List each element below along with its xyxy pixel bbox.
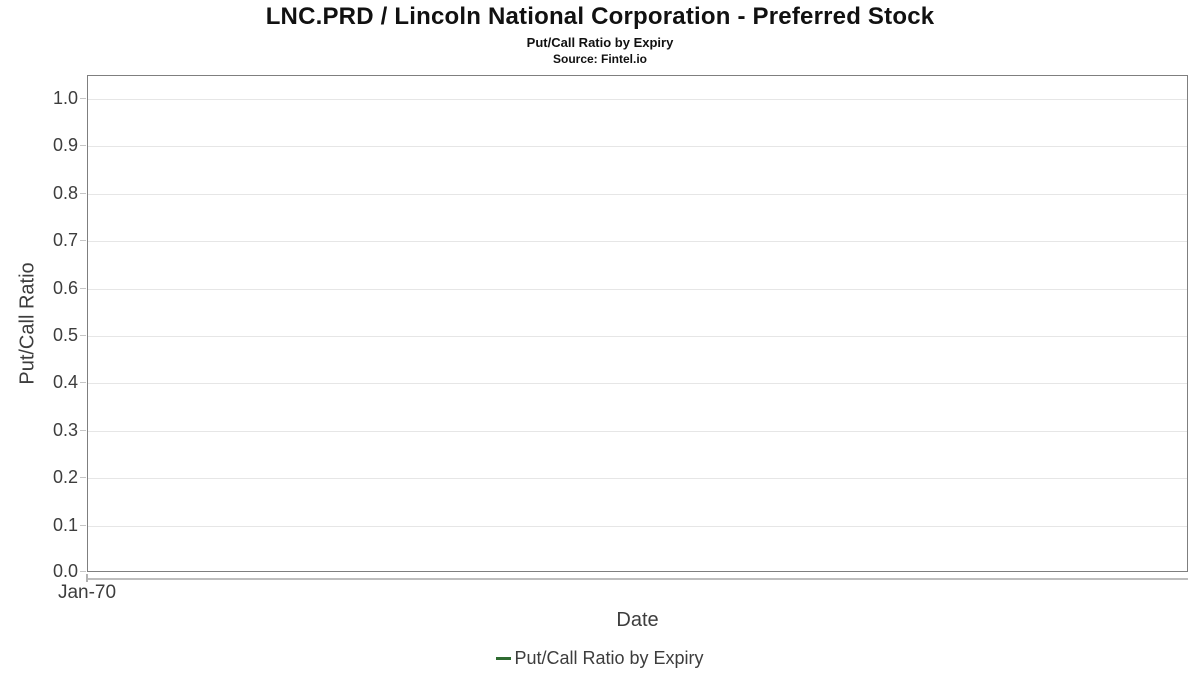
chart-source-label: Source: Fintel.io bbox=[552, 52, 647, 66]
gridline-y-0.1 bbox=[88, 525, 1187, 527]
y-tick-mark-0.1 bbox=[80, 524, 86, 526]
y-tick-mark-0.0 bbox=[80, 571, 86, 572]
y-tick-mark-0.2 bbox=[80, 477, 86, 479]
y-tick-label-0.9: 0.9 bbox=[52, 135, 78, 156]
y-tick-label-0.1: 0.1 bbox=[52, 514, 78, 535]
gridline-y-0.7 bbox=[88, 241, 1187, 243]
legend-item-label: Put/Call Ratio by Expiry bbox=[514, 648, 704, 668]
y-tick-label-0.5: 0.5 bbox=[52, 325, 78, 345]
y-tick-label-0.8: 0.8 bbox=[52, 182, 78, 203]
gridline-y-1.0 bbox=[88, 99, 1187, 100]
y-axis-title: Put/Call Ratio bbox=[16, 262, 39, 385]
y-tick-label-0.3: 0.3 bbox=[52, 419, 78, 440]
chart-title: LNC.PRD / Lincoln National Corporation -… bbox=[265, 3, 935, 30]
gridline-y-0.5 bbox=[88, 336, 1187, 337]
x-axis-tick-mark bbox=[86, 573, 88, 582]
legend: Put/Call Ratio by Expiry bbox=[0, 648, 1200, 669]
y-tick-label-0.2: 0.2 bbox=[52, 467, 78, 488]
y-tick-mark-0.5 bbox=[80, 335, 86, 336]
x-axis-tick-label: Jan-70 bbox=[57, 582, 117, 603]
y-tick-label-0.6: 0.6 bbox=[52, 277, 78, 298]
y-tick-label-1.0: 1.0 bbox=[52, 88, 78, 108]
y-tick-mark-1.0 bbox=[80, 98, 86, 99]
legend-line-marker bbox=[496, 657, 512, 660]
y-tick-mark-0.7 bbox=[80, 240, 86, 242]
y-tick-mark-0.6 bbox=[80, 287, 86, 289]
gridline-y-0.2 bbox=[88, 478, 1187, 480]
gridline-y-0.8 bbox=[88, 193, 1187, 195]
y-tick-mark-0.3 bbox=[80, 429, 86, 431]
y-tick-label-0.4: 0.4 bbox=[52, 372, 78, 393]
chart-subtitle: Put/Call Ratio by Expiry bbox=[526, 35, 674, 50]
y-tick-mark-0.9 bbox=[80, 145, 86, 147]
y-tick-label-0.0: 0.0 bbox=[52, 561, 78, 581]
gridline-y-0.4 bbox=[88, 383, 1187, 385]
plot-area bbox=[87, 75, 1188, 572]
x-axis-title: Date bbox=[616, 609, 659, 631]
y-tick-mark-0.8 bbox=[80, 192, 86, 194]
legend-item-put-call-ratio[interactable]: Put/Call Ratio by Expiry bbox=[496, 648, 704, 669]
gridline-y-0.3 bbox=[88, 430, 1187, 432]
gridline-y-0.9 bbox=[88, 146, 1187, 148]
x-axis-line bbox=[87, 578, 1188, 580]
y-tick-label-0.7: 0.7 bbox=[52, 230, 78, 251]
y-tick-mark-0.4 bbox=[80, 382, 86, 384]
gridline-y-0.6 bbox=[88, 288, 1187, 290]
